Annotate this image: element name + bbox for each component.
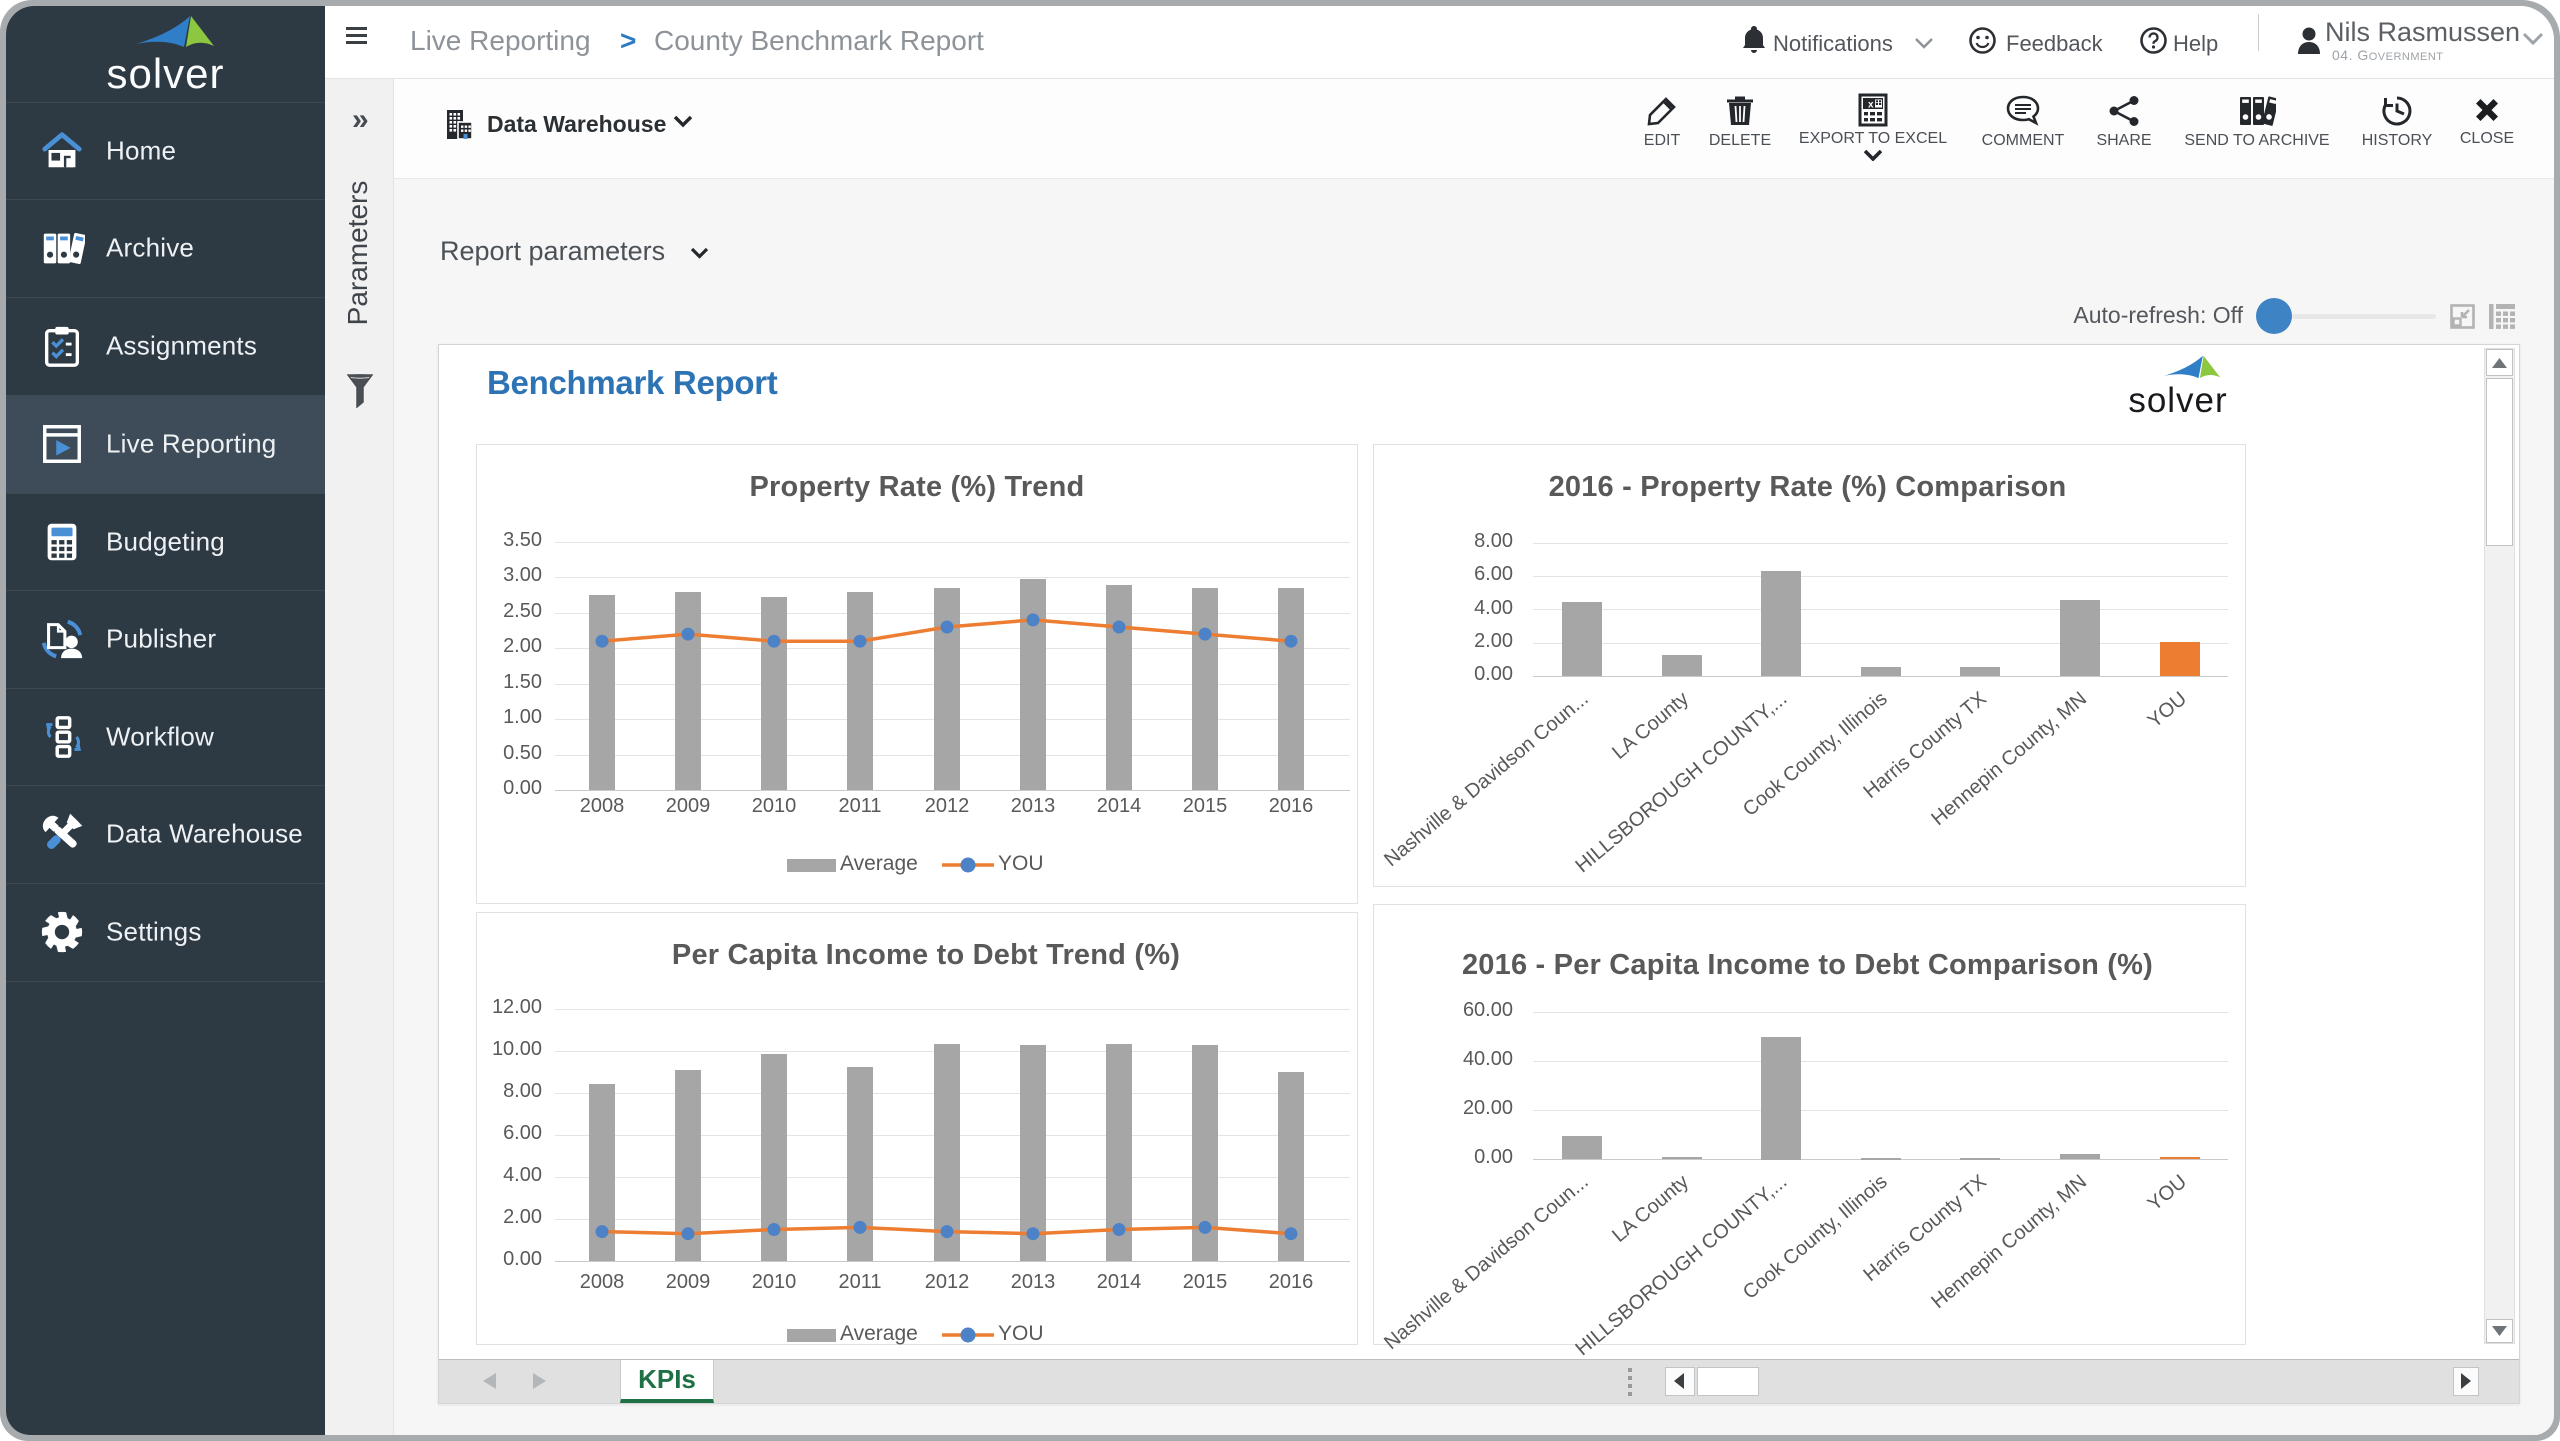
svg-text:x: x [1868,100,1874,111]
